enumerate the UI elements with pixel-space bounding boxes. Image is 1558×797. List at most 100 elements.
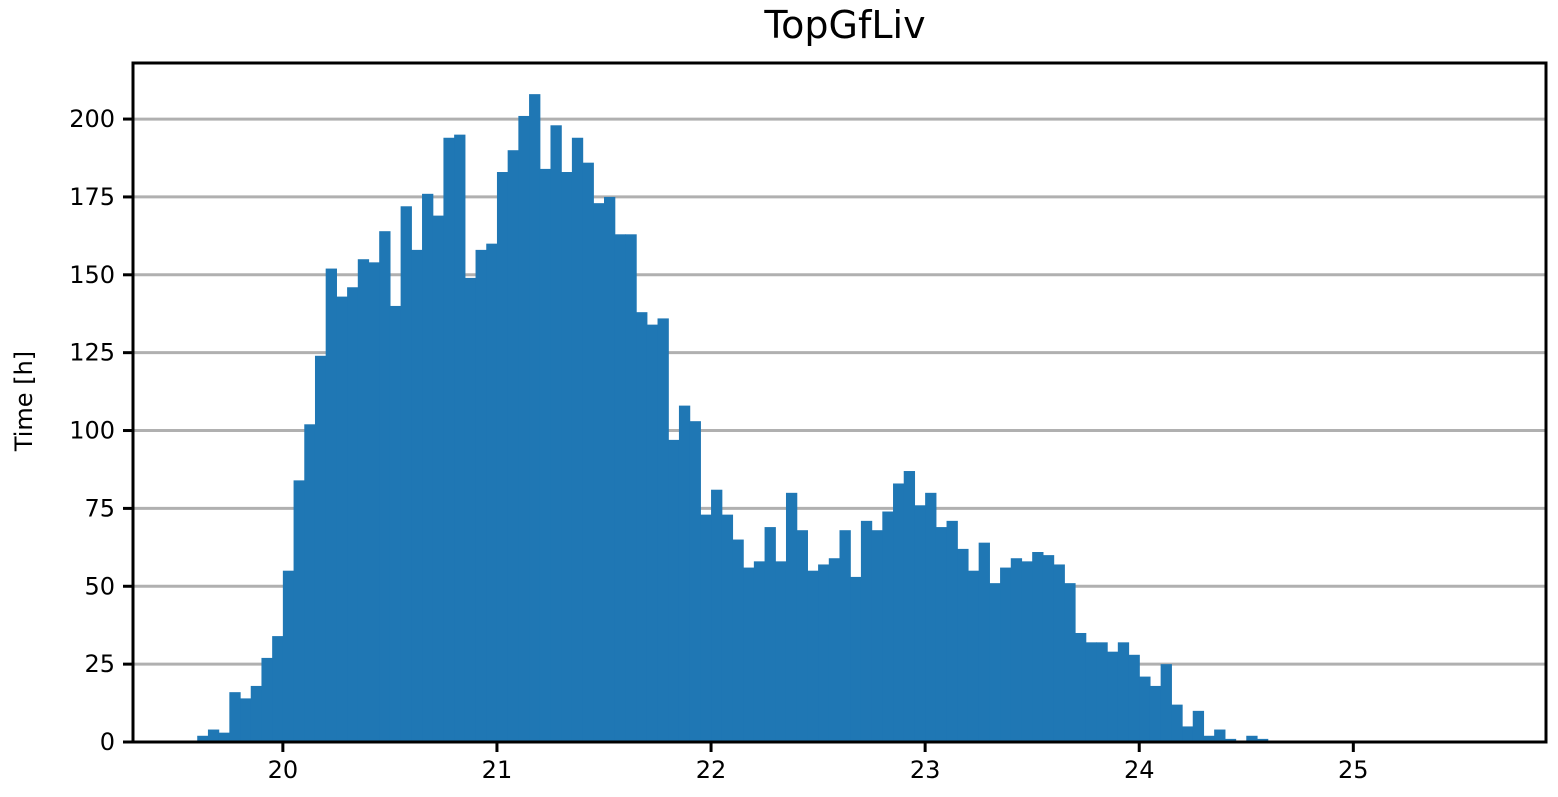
histogram-bar (432, 215, 445, 742)
x-axis: 20 21 22 23 24 25 (268, 742, 1369, 784)
histogram-bar (314, 355, 327, 742)
histogram-bar (925, 492, 937, 742)
histogram-bar (379, 231, 391, 742)
histogram-bar (935, 527, 948, 742)
histogram-bar (1075, 632, 1087, 742)
histogram-bar (389, 305, 402, 742)
histogram-bar (700, 514, 712, 742)
histogram-bar (561, 172, 573, 742)
histogram-bar (1139, 676, 1151, 742)
y-tick-label: 25 (84, 650, 115, 678)
plot-frame (131, 61, 1548, 744)
histogram-bar (614, 234, 627, 742)
histogram-bar (1256, 738, 1269, 742)
histogram-bar (860, 520, 873, 742)
histogram-bar (272, 636, 284, 742)
histogram-bar (207, 729, 220, 742)
y-tick-label: 150 (69, 261, 115, 289)
histogram-bar (903, 471, 916, 742)
histogram-bar (796, 530, 808, 742)
y-tick-label: 0 (100, 728, 115, 756)
histogram-bar (1085, 642, 1098, 742)
y-tick-label: 125 (69, 339, 115, 367)
histogram-bar (1010, 558, 1023, 742)
histogram-bar (807, 570, 819, 742)
histogram-bar (1182, 726, 1194, 742)
histogram-bar (304, 424, 316, 742)
x-tick-label: 21 (482, 756, 513, 784)
histogram-bar (197, 735, 209, 742)
histogram-bar (850, 576, 862, 742)
histogram-bar (1064, 583, 1076, 742)
x-tick-label: 20 (268, 756, 299, 784)
histogram-bar (518, 115, 530, 743)
histogram-bar (721, 514, 734, 742)
histogram-bar (828, 558, 841, 742)
histogram-bar (507, 150, 519, 743)
histogram-bar (464, 277, 477, 742)
histogram-bar (282, 570, 295, 742)
histogram-bar (689, 421, 701, 742)
histogram-bar (357, 259, 370, 742)
histogram-bar (1000, 567, 1012, 742)
histogram-bar (582, 162, 594, 742)
histogram-bar (1128, 654, 1140, 742)
histogram-bar (743, 567, 755, 742)
histogram-bar (539, 168, 552, 743)
histogram-bar (753, 561, 766, 742)
histogram-bar (625, 234, 637, 742)
histogram-bar (967, 570, 980, 742)
chart-title: TopGfLiv (763, 3, 925, 47)
histogram-bar (668, 439, 680, 742)
y-axis: 0 25 50 75 100 125 150 175 200 (69, 105, 133, 756)
histogram-bar (229, 692, 241, 742)
histogram-bar (657, 318, 669, 742)
histogram-bar (422, 193, 434, 742)
x-tick-label: 25 (1338, 756, 1369, 784)
histogram-bar (871, 530, 883, 742)
histogram-bar (325, 268, 337, 742)
histogram-bar (636, 312, 648, 742)
histogram-bar (764, 527, 776, 742)
histogram-bar (1021, 561, 1033, 742)
histogram-bar (250, 685, 263, 742)
histogram-bar (240, 698, 252, 742)
x-tick-label: 22 (696, 756, 727, 784)
histogram-bar (914, 505, 926, 742)
histogram-bar (1224, 738, 1237, 742)
histogram-bar (550, 125, 562, 742)
bars (197, 94, 1269, 743)
histogram-bar (1149, 685, 1162, 742)
histogram-bar (443, 137, 455, 742)
histogram-bar (1214, 729, 1226, 742)
histogram-bar (593, 203, 605, 743)
y-tick-label: 50 (84, 572, 115, 600)
histogram-bar (775, 561, 787, 742)
histogram-bar (529, 94, 541, 742)
histogram-bar (678, 405, 691, 742)
y-tick-label: 200 (69, 105, 115, 133)
histogram-bar (732, 539, 744, 742)
histogram-bar (400, 206, 412, 743)
histogram-bar (336, 296, 348, 742)
histogram-bar (261, 657, 273, 742)
histogram-bar (454, 134, 466, 742)
y-tick-label: 100 (69, 417, 115, 445)
histogram-bar (475, 249, 487, 742)
histogram-bar (646, 324, 659, 742)
histogram-bar (347, 287, 359, 742)
histogram-bar (1096, 642, 1108, 742)
histogram-bar (604, 196, 616, 742)
histogram-bar (711, 489, 723, 742)
histogram-bar (1042, 555, 1055, 742)
histogram-bar (818, 564, 830, 742)
histogram-bar (882, 511, 894, 742)
histogram-bar (785, 492, 798, 742)
histogram-bar (1171, 704, 1183, 742)
histogram-bar (368, 262, 380, 742)
histogram-bar (1032, 552, 1044, 742)
y-tick-label: 175 (69, 183, 115, 211)
histogram-bar (496, 172, 509, 742)
histogram-bar (1053, 564, 1065, 742)
histogram-bar (293, 480, 305, 742)
